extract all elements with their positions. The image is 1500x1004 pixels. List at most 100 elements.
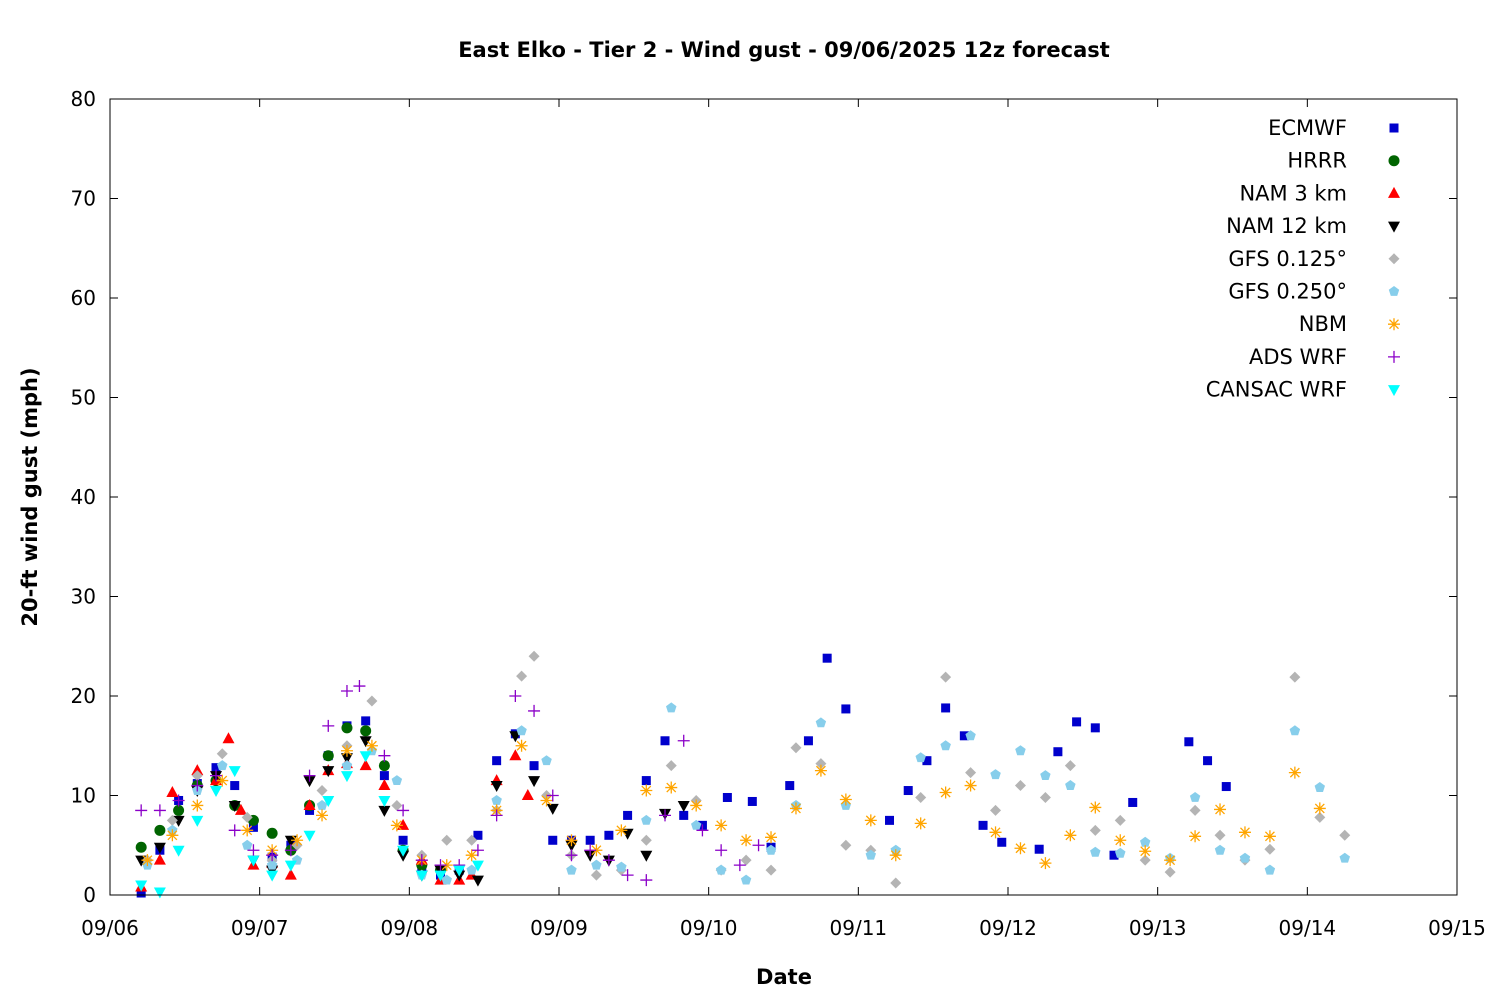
legend-marker-hrrr [1388,155,1400,167]
point-gfs-0-250 [1214,844,1226,855]
point-hrrr [360,725,372,737]
point-ads-wrf [752,839,765,852]
point-ecmwf [230,781,240,791]
point-ecmwf [722,792,732,802]
point-ecmwf [803,736,813,746]
point-cansac-wrf [210,786,223,798]
point-ecmwf [959,731,969,741]
point-gfs-0-250 [466,864,477,875]
point-ecmwf [361,716,371,726]
point-nam-3-km [284,868,297,880]
point-gfs-0-250 [915,752,926,763]
point-ads-wrf [266,849,279,862]
point-ads-wrf [153,804,166,817]
point-gfs-0-125 [665,760,677,772]
point-ads-wrf [733,859,746,872]
point-hrrr [322,750,334,762]
point-cansac-wrf [135,880,148,892]
point-ads-wrf [546,789,559,802]
points-layer [135,650,1351,899]
legend-marker-nam-3-km [1388,186,1400,198]
series-ads-wrf [135,680,765,887]
point-ads-wrf [434,859,447,872]
point-nam-12-km [359,736,372,748]
point-nbm [914,817,927,830]
point-nam-3-km [166,786,179,798]
point-nbm [241,824,254,837]
point-ads-wrf [378,749,391,762]
point-gfs-0-125 [1289,671,1301,683]
point-ecmwf [660,736,670,746]
point-nbm [889,849,902,862]
point-ads-wrf [659,809,672,822]
point-nbm [1263,830,1276,843]
x-tick-label: 09/08 [381,916,439,940]
point-gfs-0-250 [566,864,577,875]
point-gfs-0-125 [166,814,178,826]
point-gfs-0-250 [815,717,827,728]
point-nbm [640,784,653,797]
point-gfs-0-250 [1189,792,1201,802]
point-nam-3-km [303,798,316,810]
point-ads-wrf [210,769,223,782]
point-gfs-0-250 [1314,782,1325,792]
point-ecmwf [1128,797,1138,807]
point-gfs-0-125 [1039,791,1051,803]
x-axis-label: Date [756,965,812,989]
point-gfs-0-125 [1264,843,1276,855]
point-gfs-0-250 [1140,836,1151,847]
point-ads-wrf [471,844,484,857]
point-nam-12-km [322,766,335,778]
point-gfs-0-125 [1339,829,1351,841]
point-nam-3-km [378,779,391,791]
point-nbm [440,859,453,872]
point-ecmwf [398,835,408,845]
x-tick-label: 09/10 [680,916,738,940]
point-ecmwf [747,796,757,806]
y-tick-label: 20 [71,684,96,708]
point-ads-wrf [284,844,297,857]
point-cansac-wrf [378,795,391,807]
point-ecmwf [903,786,913,796]
point-ads-wrf [303,769,316,782]
point-ecmwf [785,781,795,791]
point-gfs-0-125 [1214,829,1226,841]
point-gfs-0-125 [965,767,977,779]
point-cansac-wrf [172,845,185,857]
legend-label-ads-wrf: ADS WRF [1249,345,1347,369]
point-gfs-0-125 [366,695,378,707]
point-cansac-wrf [191,815,204,827]
point-gfs-0-250 [940,740,951,751]
point-nam-12-km [528,776,541,788]
point-hrrr [378,760,390,772]
point-gfs-0-125 [1139,854,1151,866]
point-nbm [166,829,179,842]
point-nbm [864,814,877,827]
point-gfs-0-125 [528,650,540,662]
point-gfs-0-125 [1164,866,1176,878]
point-ecmwf [922,756,932,766]
point-gfs-0-125 [466,834,478,846]
point-gfs-0-250 [491,795,502,805]
point-ads-wrf [528,704,541,717]
point-ecmwf [841,704,851,714]
point-ads-wrf [696,824,709,837]
point-cansac-wrf [153,887,166,899]
point-hrrr [341,722,353,734]
point-ecmwf [379,771,389,781]
point-gfs-0-125 [1114,814,1126,826]
point-cansac-wrf [453,865,466,877]
point-gfs-0-125 [1314,811,1326,823]
legend-label-gfs-0-250: GFS 0.250° [1228,280,1347,304]
point-ecmwf [585,835,595,845]
point-ecmwf [641,776,651,786]
point-nbm [141,854,154,867]
point-nbm [1214,803,1227,816]
point-ecmwf [1053,747,1063,757]
point-gfs-0-250 [516,725,527,736]
point-gfs-0-250 [1090,846,1101,857]
point-nbm [765,831,778,844]
legend-label-hrrr: HRRR [1287,149,1347,173]
x-tick-label: 09/11 [830,916,888,940]
